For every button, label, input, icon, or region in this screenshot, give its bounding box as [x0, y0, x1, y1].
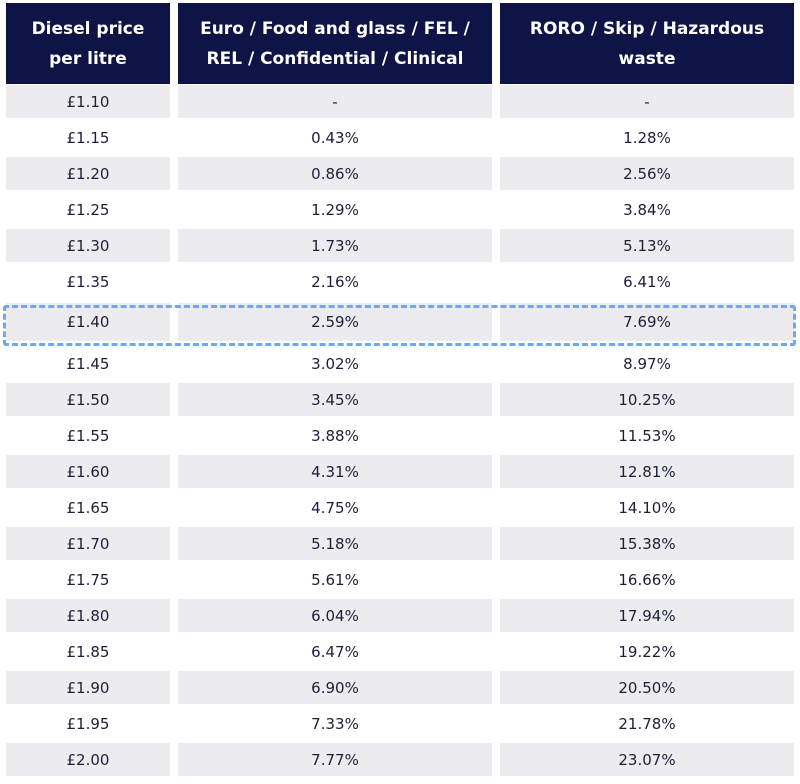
cell-standard-services: 3.45% — [178, 383, 492, 416]
cell-diesel-price: £1.55 — [66, 426, 110, 445]
cell-standard-services: 7.77% — [178, 743, 492, 776]
cell-roro-skip-hazardous: 11.53% — [618, 426, 676, 445]
cell-roro-skip-hazardous: 3.84% — [623, 200, 671, 219]
cell-standard-services: 2.59% — [178, 303, 492, 341]
cell-roro-skip-hazardous: 17.94% — [500, 599, 794, 632]
cell-roro-skip-hazardous: 7.69% — [500, 303, 794, 341]
cell-diesel-price: £1.30 — [6, 229, 170, 262]
cell-roro-skip-hazardous: 5.13% — [500, 229, 794, 262]
cell-roro-skip-hazardous: 19.22% — [618, 642, 676, 661]
cell-standard-services: 1.29% — [311, 200, 359, 219]
cell-standard-services: 3.88% — [311, 426, 359, 445]
cell-diesel-price: £1.95 — [66, 714, 110, 733]
cell-diesel-price: £1.90 — [6, 671, 170, 704]
cell-diesel-price: £1.75 — [66, 570, 110, 589]
cell-roro-skip-hazardous: 8.97% — [623, 354, 671, 373]
cell-standard-services: 4.31% — [178, 455, 492, 488]
cell-diesel-price: £1.35 — [66, 272, 110, 291]
cell-roro-skip-hazardous: 2.56% — [500, 157, 794, 190]
cell-standard-services: 5.18% — [178, 527, 492, 560]
cell-diesel-price: £1.70 — [6, 527, 170, 560]
cell-standard-services: 6.47% — [311, 642, 359, 661]
cell-standard-services: 0.86% — [178, 157, 492, 190]
cell-roro-skip-hazardous: 6.41% — [623, 272, 671, 291]
cell-standard-services: 1.73% — [178, 229, 492, 262]
cell-roro-skip-hazardous: - — [500, 85, 794, 118]
cell-diesel-price: £1.25 — [66, 200, 110, 219]
header-roro-skip-hazardous: RORO / Skip / Hazardous waste — [500, 3, 794, 84]
cell-diesel-price: £2.00 — [6, 743, 170, 776]
cell-diesel-price: £1.50 — [6, 383, 170, 416]
cell-roro-skip-hazardous: 16.66% — [618, 570, 676, 589]
cell-roro-skip-hazardous: 20.50% — [500, 671, 794, 704]
cell-roro-skip-hazardous: 10.25% — [500, 383, 794, 416]
cell-diesel-price: £1.20 — [6, 157, 170, 190]
cell-roro-skip-hazardous: 21.78% — [618, 714, 676, 733]
cell-diesel-price: £1.85 — [66, 642, 110, 661]
cell-roro-skip-hazardous: 14.10% — [618, 498, 676, 517]
cell-diesel-price: £1.15 — [66, 128, 110, 147]
cell-diesel-price: £1.10 — [6, 85, 170, 118]
cell-diesel-price: £1.60 — [6, 455, 170, 488]
cell-roro-skip-hazardous: 23.07% — [500, 743, 794, 776]
cell-standard-services: 4.75% — [311, 498, 359, 517]
cell-diesel-price: £1.45 — [66, 354, 110, 373]
cell-standard-services: 6.90% — [178, 671, 492, 704]
cell-diesel-price: £1.80 — [6, 599, 170, 632]
cell-standard-services: 3.02% — [311, 354, 359, 373]
cell-standard-services: 6.04% — [178, 599, 492, 632]
cell-diesel-price: £1.40 — [6, 303, 170, 341]
cell-diesel-price: £1.65 — [66, 498, 110, 517]
header-diesel-price: Diesel price per litre — [6, 3, 170, 84]
cell-roro-skip-hazardous: 15.38% — [500, 527, 794, 560]
cell-standard-services: - — [178, 85, 492, 118]
cell-standard-services: 0.43% — [311, 128, 359, 147]
cell-standard-services: 5.61% — [311, 570, 359, 589]
header-standard-services: Euro / Food and glass / FEL / REL / Conf… — [178, 3, 492, 84]
cell-roro-skip-hazardous: 12.81% — [500, 455, 794, 488]
cell-standard-services: 7.33% — [311, 714, 359, 733]
cell-roro-skip-hazardous: 1.28% — [623, 128, 671, 147]
cell-standard-services: 2.16% — [311, 272, 359, 291]
